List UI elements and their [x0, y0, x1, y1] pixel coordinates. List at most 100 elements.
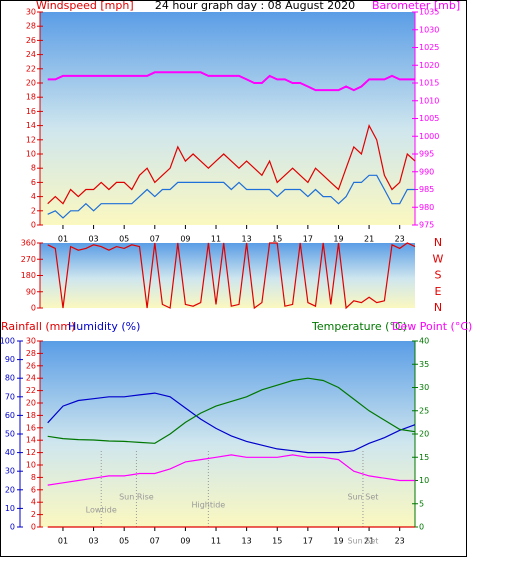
y2-axis-title: Temperature (°C)	[311, 320, 407, 333]
y2-tick-label: 1025	[419, 43, 439, 52]
x-tick-label: 21	[364, 235, 374, 244]
y-tick-label: 22	[26, 386, 36, 395]
x-tick-label: 01	[58, 537, 68, 546]
x-tick-label: 03	[88, 235, 98, 244]
y-tick-label: 14	[26, 121, 36, 130]
y-tick-label: 180	[21, 271, 36, 280]
y-tick-label: 0	[31, 221, 36, 230]
y-axis-title: Rainfall (mm)	[1, 320, 75, 333]
y-tick-label: 24	[26, 374, 36, 383]
x-tick-label: 07	[150, 235, 160, 244]
y2-tick-label: 30	[419, 383, 429, 392]
humidity-tick-label: 100	[0, 337, 15, 346]
x-tick-label: 15	[272, 235, 282, 244]
chart-title: 24 hour graph day : 08 August 2020	[155, 0, 355, 12]
x-tick-label: 01	[58, 235, 68, 244]
y2-tick-label: 1035	[419, 8, 439, 17]
y-tick-label: 26	[26, 36, 36, 45]
y-tick-label: 2	[31, 510, 36, 519]
y-tick-label: 10	[26, 461, 36, 470]
compass-label: N	[434, 301, 442, 314]
event-label: Sun Set	[348, 537, 379, 546]
y-tick-label: 14	[26, 436, 36, 445]
series-line	[47, 454, 415, 486]
x-tick-label: 03	[88, 537, 98, 546]
y-tick-label: 4	[31, 192, 36, 201]
y-tick-label: 30	[26, 8, 36, 17]
series-line	[47, 377, 416, 444]
y-tick-label: 28	[26, 349, 36, 358]
series-line	[47, 392, 416, 454]
y2-tick-label: 995	[419, 150, 434, 159]
y2-tick-label: 20	[419, 430, 429, 439]
y2-tick-label: 1010	[419, 96, 439, 105]
y2-tick-label: 0	[419, 523, 424, 532]
y-tick-label: 0	[31, 523, 36, 532]
humidity-tick-label: 30	[5, 467, 15, 476]
humidity-tick-label: 40	[5, 448, 15, 457]
dew-axis-title: Dew Point (°C)	[392, 320, 472, 333]
x-tick-label: 11	[211, 235, 221, 244]
series-line	[47, 71, 415, 92]
y2-tick-label: 15	[419, 453, 429, 462]
x-tick-label: 09	[180, 235, 190, 244]
y2-tick-label: 10	[419, 476, 429, 485]
x-tick-label: 13	[242, 235, 252, 244]
y2-tick-label: 1000	[419, 132, 439, 141]
y-tick-label: 20	[26, 79, 36, 88]
x-tick-label: 05	[119, 235, 129, 244]
x-tick-label: 17	[303, 235, 313, 244]
x-tick-label: 15	[272, 537, 282, 546]
x-tick-label: 21	[364, 537, 374, 546]
y-tick-label: 4	[31, 498, 36, 507]
y-axis-title: Windspeed [mph]	[36, 0, 134, 12]
panel-bg	[40, 12, 415, 225]
y-tick-label: 26	[26, 361, 36, 370]
x-tick-label: 07	[150, 537, 160, 546]
x-tick-label: 05	[119, 537, 129, 546]
y-tick-label: 2	[31, 206, 36, 215]
y2-tick-label: 35	[419, 360, 429, 369]
humidity-tick-label: 50	[5, 430, 15, 439]
humidity-tick-label: 0	[10, 523, 15, 532]
y-tick-label: 16	[26, 423, 36, 432]
x-tick-label: 19	[333, 235, 343, 244]
y2-tick-label: 1015	[419, 79, 439, 88]
event-label: Lowtide	[86, 506, 117, 515]
compass-label: W	[433, 252, 444, 265]
series-line	[47, 174, 415, 219]
y-tick-label: 30	[26, 337, 36, 346]
y-tick-label: 16	[26, 107, 36, 116]
y2-tick-label: 985	[419, 185, 434, 194]
y-tick-label: 18	[26, 93, 36, 102]
y-tick-label: 6	[31, 178, 36, 187]
x-tick-label: 19	[333, 537, 343, 546]
humidity-axis-title: Humidity (%)	[68, 320, 140, 333]
humidity-tick-label: 20	[5, 485, 15, 494]
y-tick-label: 10	[26, 150, 36, 159]
humidity-tick-label: 60	[5, 411, 15, 420]
y-tick-label: 12	[26, 135, 36, 144]
x-tick-label: 13	[242, 537, 252, 546]
y-tick-label: 8	[31, 164, 36, 173]
humidity-tick-label: 80	[5, 374, 15, 383]
y-tick-label: 360	[21, 239, 36, 248]
y2-tick-label: 5	[419, 499, 424, 508]
y-tick-label: 28	[26, 22, 36, 31]
y-tick-label: 22	[26, 64, 36, 73]
humidity-tick-label: 90	[5, 355, 15, 364]
series-line	[47, 242, 416, 310]
y-tick-label: 270	[21, 255, 36, 264]
event-label: Sun Rise	[119, 493, 154, 502]
x-tick-label: 23	[395, 537, 405, 546]
series-line	[47, 123, 416, 205]
y2-tick-label: 975	[419, 221, 434, 230]
y-tick-label: 90	[26, 287, 36, 296]
y-tick-label: 6	[31, 485, 36, 494]
frame	[0, 0, 467, 557]
y2-tick-label: 1030	[419, 25, 439, 34]
compass-label: E	[435, 285, 442, 298]
x-tick-label: 11	[211, 537, 221, 546]
compass-label: S	[435, 269, 442, 282]
